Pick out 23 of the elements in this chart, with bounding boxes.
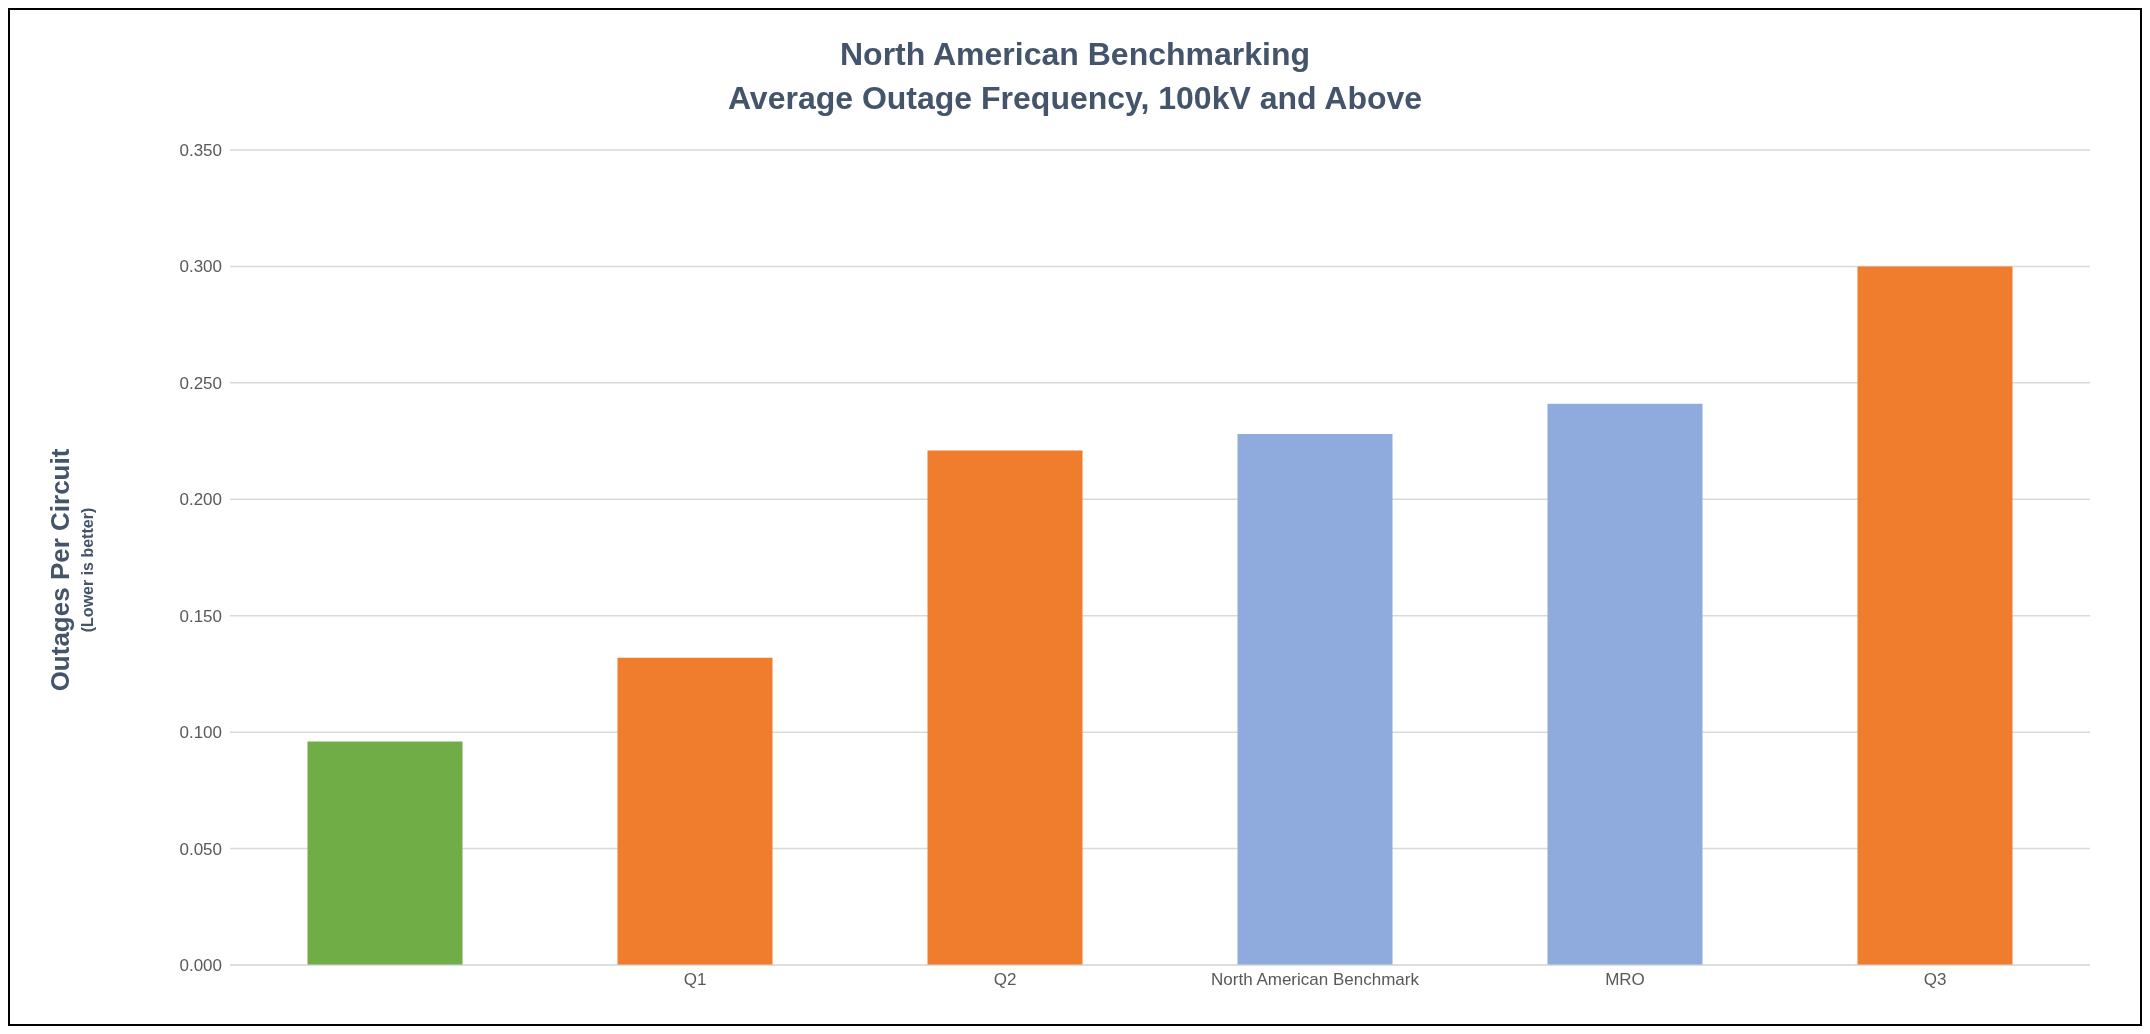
x-tick-label: Q1: [683, 970, 707, 990]
bar: [307, 741, 463, 965]
y-axis-title: Outages Per Circuit: [44, 448, 76, 692]
x-tick-label: North American Benchmark: [1211, 970, 1420, 990]
y-tick-label: 0.250: [179, 373, 222, 393]
chart-title: North American Benchmarking: [839, 35, 1311, 74]
y-tick-label: 0.000: [179, 956, 222, 976]
y-tick-label: 0.300: [179, 257, 222, 277]
bar: [1857, 266, 2013, 965]
bar: [927, 450, 1083, 965]
y-tick-label: 0.100: [179, 723, 222, 743]
y-tick-label: 0.150: [179, 606, 222, 626]
y-tick-label: 0.050: [179, 839, 222, 859]
text: (Lower is better): [79, 507, 97, 633]
bar: [1237, 434, 1393, 965]
x-tick-label: MRO: [1605, 970, 1645, 990]
y-tick-label: 0.350: [179, 141, 222, 161]
x-tick-label: Q2: [993, 970, 1017, 990]
bar: [617, 657, 773, 965]
x-tick-label: Q3: [1923, 970, 1947, 990]
y-tick-label: 0.200: [179, 490, 222, 510]
chart-subtitle: Average Outage Frequency, 100kV and Above: [726, 79, 1424, 118]
bar: [1547, 403, 1703, 965]
